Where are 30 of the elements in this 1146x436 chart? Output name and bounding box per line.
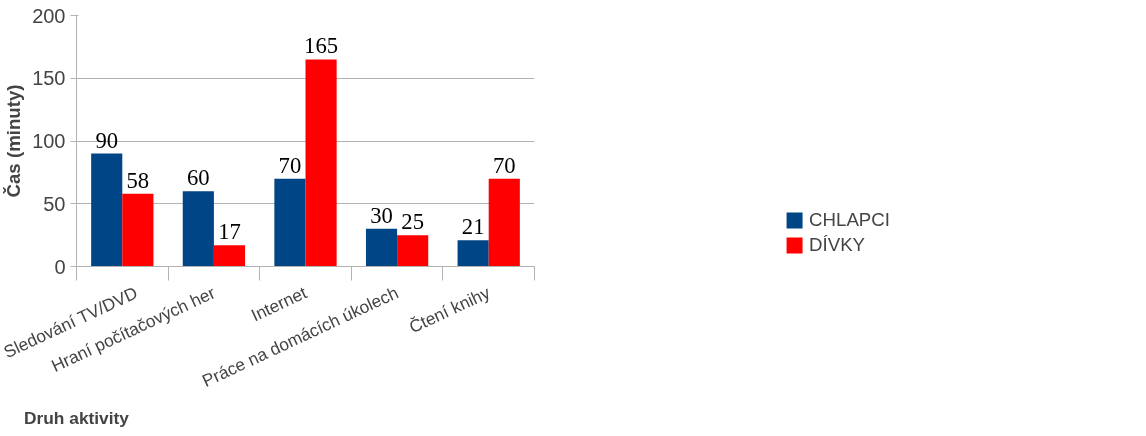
y-axis-title: Čas (minuty) [3,84,25,198]
data-label: 21 [461,214,485,240]
bar [305,59,337,267]
bar [182,191,214,267]
data-label: 60 [187,165,210,191]
y-tick-label: 0 [54,255,66,278]
data-label: 90 [95,127,119,153]
x-axis-title: Druh aktivity [24,408,130,428]
data-label: 58 [126,167,150,193]
bar [488,178,520,267]
data-label: 30 [370,202,393,228]
legend-label: CHLAPCI [809,209,890,231]
y-tick-label: 100 [32,130,66,152]
bar [213,245,246,267]
data-label: 70 [492,152,516,178]
data-label: 70 [278,152,302,178]
data-label: 25 [401,209,424,235]
y-tick-label: 200 [32,4,66,27]
bar [397,235,429,267]
x-tick-label: Čtení knihy [405,282,494,338]
data-label: 17 [218,219,241,245]
bar [91,153,123,267]
legend-label: DÍVKY [809,234,866,256]
bar [365,228,398,267]
bar [274,178,306,267]
data-label: 165 [304,33,339,59]
bar [122,193,154,267]
y-tick-label: 50 [43,192,66,215]
bar [457,240,489,267]
y-tick-label: 150 [32,67,66,90]
